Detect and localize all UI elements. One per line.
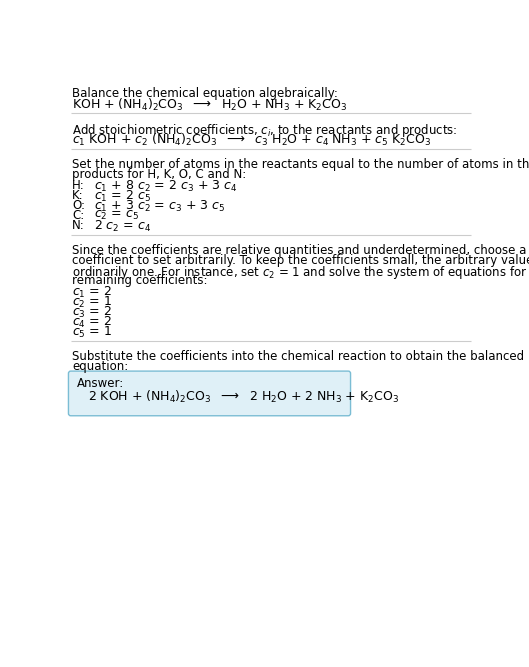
Text: Balance the chemical equation algebraically:: Balance the chemical equation algebraica… [72,87,338,100]
Text: C:: C: [72,209,85,221]
Text: $c_5$ = 1: $c_5$ = 1 [72,325,112,340]
Text: $c_1$ + 3 $c_2$ = $c_3$ + 3 $c_5$: $c_1$ + 3 $c_2$ = $c_3$ + 3 $c_5$ [94,199,225,213]
Text: Add stoichiometric coefficients, $c_i$, to the reactants and products:: Add stoichiometric coefficients, $c_i$, … [72,122,458,139]
Text: coefficient to set arbitrarily. To keep the coefficients small, the arbitrary va: coefficient to set arbitrarily. To keep … [72,254,529,267]
Text: $c_4$ = 2: $c_4$ = 2 [72,315,112,330]
Text: $c_2$ = 1: $c_2$ = 1 [72,295,112,310]
Text: 2 $c_2$ = $c_4$: 2 $c_2$ = $c_4$ [94,219,151,233]
Text: Answer:: Answer: [77,378,124,390]
Text: Since the coefficients are relative quantities and underdetermined, choose a: Since the coefficients are relative quan… [72,244,527,257]
Text: 2 KOH + (NH$_4$)$_2$CO$_3$  $\longrightarrow$  2 H$_2$O + 2 NH$_3$ + K$_2$CO$_3$: 2 KOH + (NH$_4$)$_2$CO$_3$ $\longrightar… [88,389,399,405]
Text: KOH + (NH$_4$)$_2$CO$_3$  $\longrightarrow$  H$_2$O + NH$_3$ + K$_2$CO$_3$: KOH + (NH$_4$)$_2$CO$_3$ $\longrightarro… [72,97,348,113]
Text: equation:: equation: [72,360,129,374]
Text: $c_2$ = $c_5$: $c_2$ = $c_5$ [94,209,139,221]
Text: $c_1$ = 2 $c_5$: $c_1$ = 2 $c_5$ [94,189,151,203]
Text: remaining coefficients:: remaining coefficients: [72,274,208,287]
FancyBboxPatch shape [68,371,351,416]
Text: Set the number of atoms in the reactants equal to the number of atoms in the: Set the number of atoms in the reactants… [72,158,529,171]
Text: $c_1$ + 8 $c_2$ = 2 $c_3$ + 3 $c_4$: $c_1$ + 8 $c_2$ = 2 $c_3$ + 3 $c_4$ [94,179,238,193]
Text: Substitute the coefficients into the chemical reaction to obtain the balanced: Substitute the coefficients into the che… [72,350,524,364]
Text: H:: H: [72,179,85,191]
Text: K:: K: [72,189,84,201]
Text: $c_1$ KOH + $c_2$ (NH$_4$)$_2$CO$_3$  $\longrightarrow$  $c_3$ H$_2$O + $c_4$ NH: $c_1$ KOH + $c_2$ (NH$_4$)$_2$CO$_3$ $\l… [72,133,432,149]
Text: ordinarily one. For instance, set $c_2$ = 1 and solve the system of equations fo: ordinarily one. For instance, set $c_2$ … [72,264,529,281]
Text: $c_1$ = 2: $c_1$ = 2 [72,285,112,300]
Text: N:: N: [72,219,85,231]
Text: $c_3$ = 2: $c_3$ = 2 [72,305,112,320]
Text: products for H, K, O, C and N:: products for H, K, O, C and N: [72,168,247,181]
Text: O:: O: [72,199,85,211]
